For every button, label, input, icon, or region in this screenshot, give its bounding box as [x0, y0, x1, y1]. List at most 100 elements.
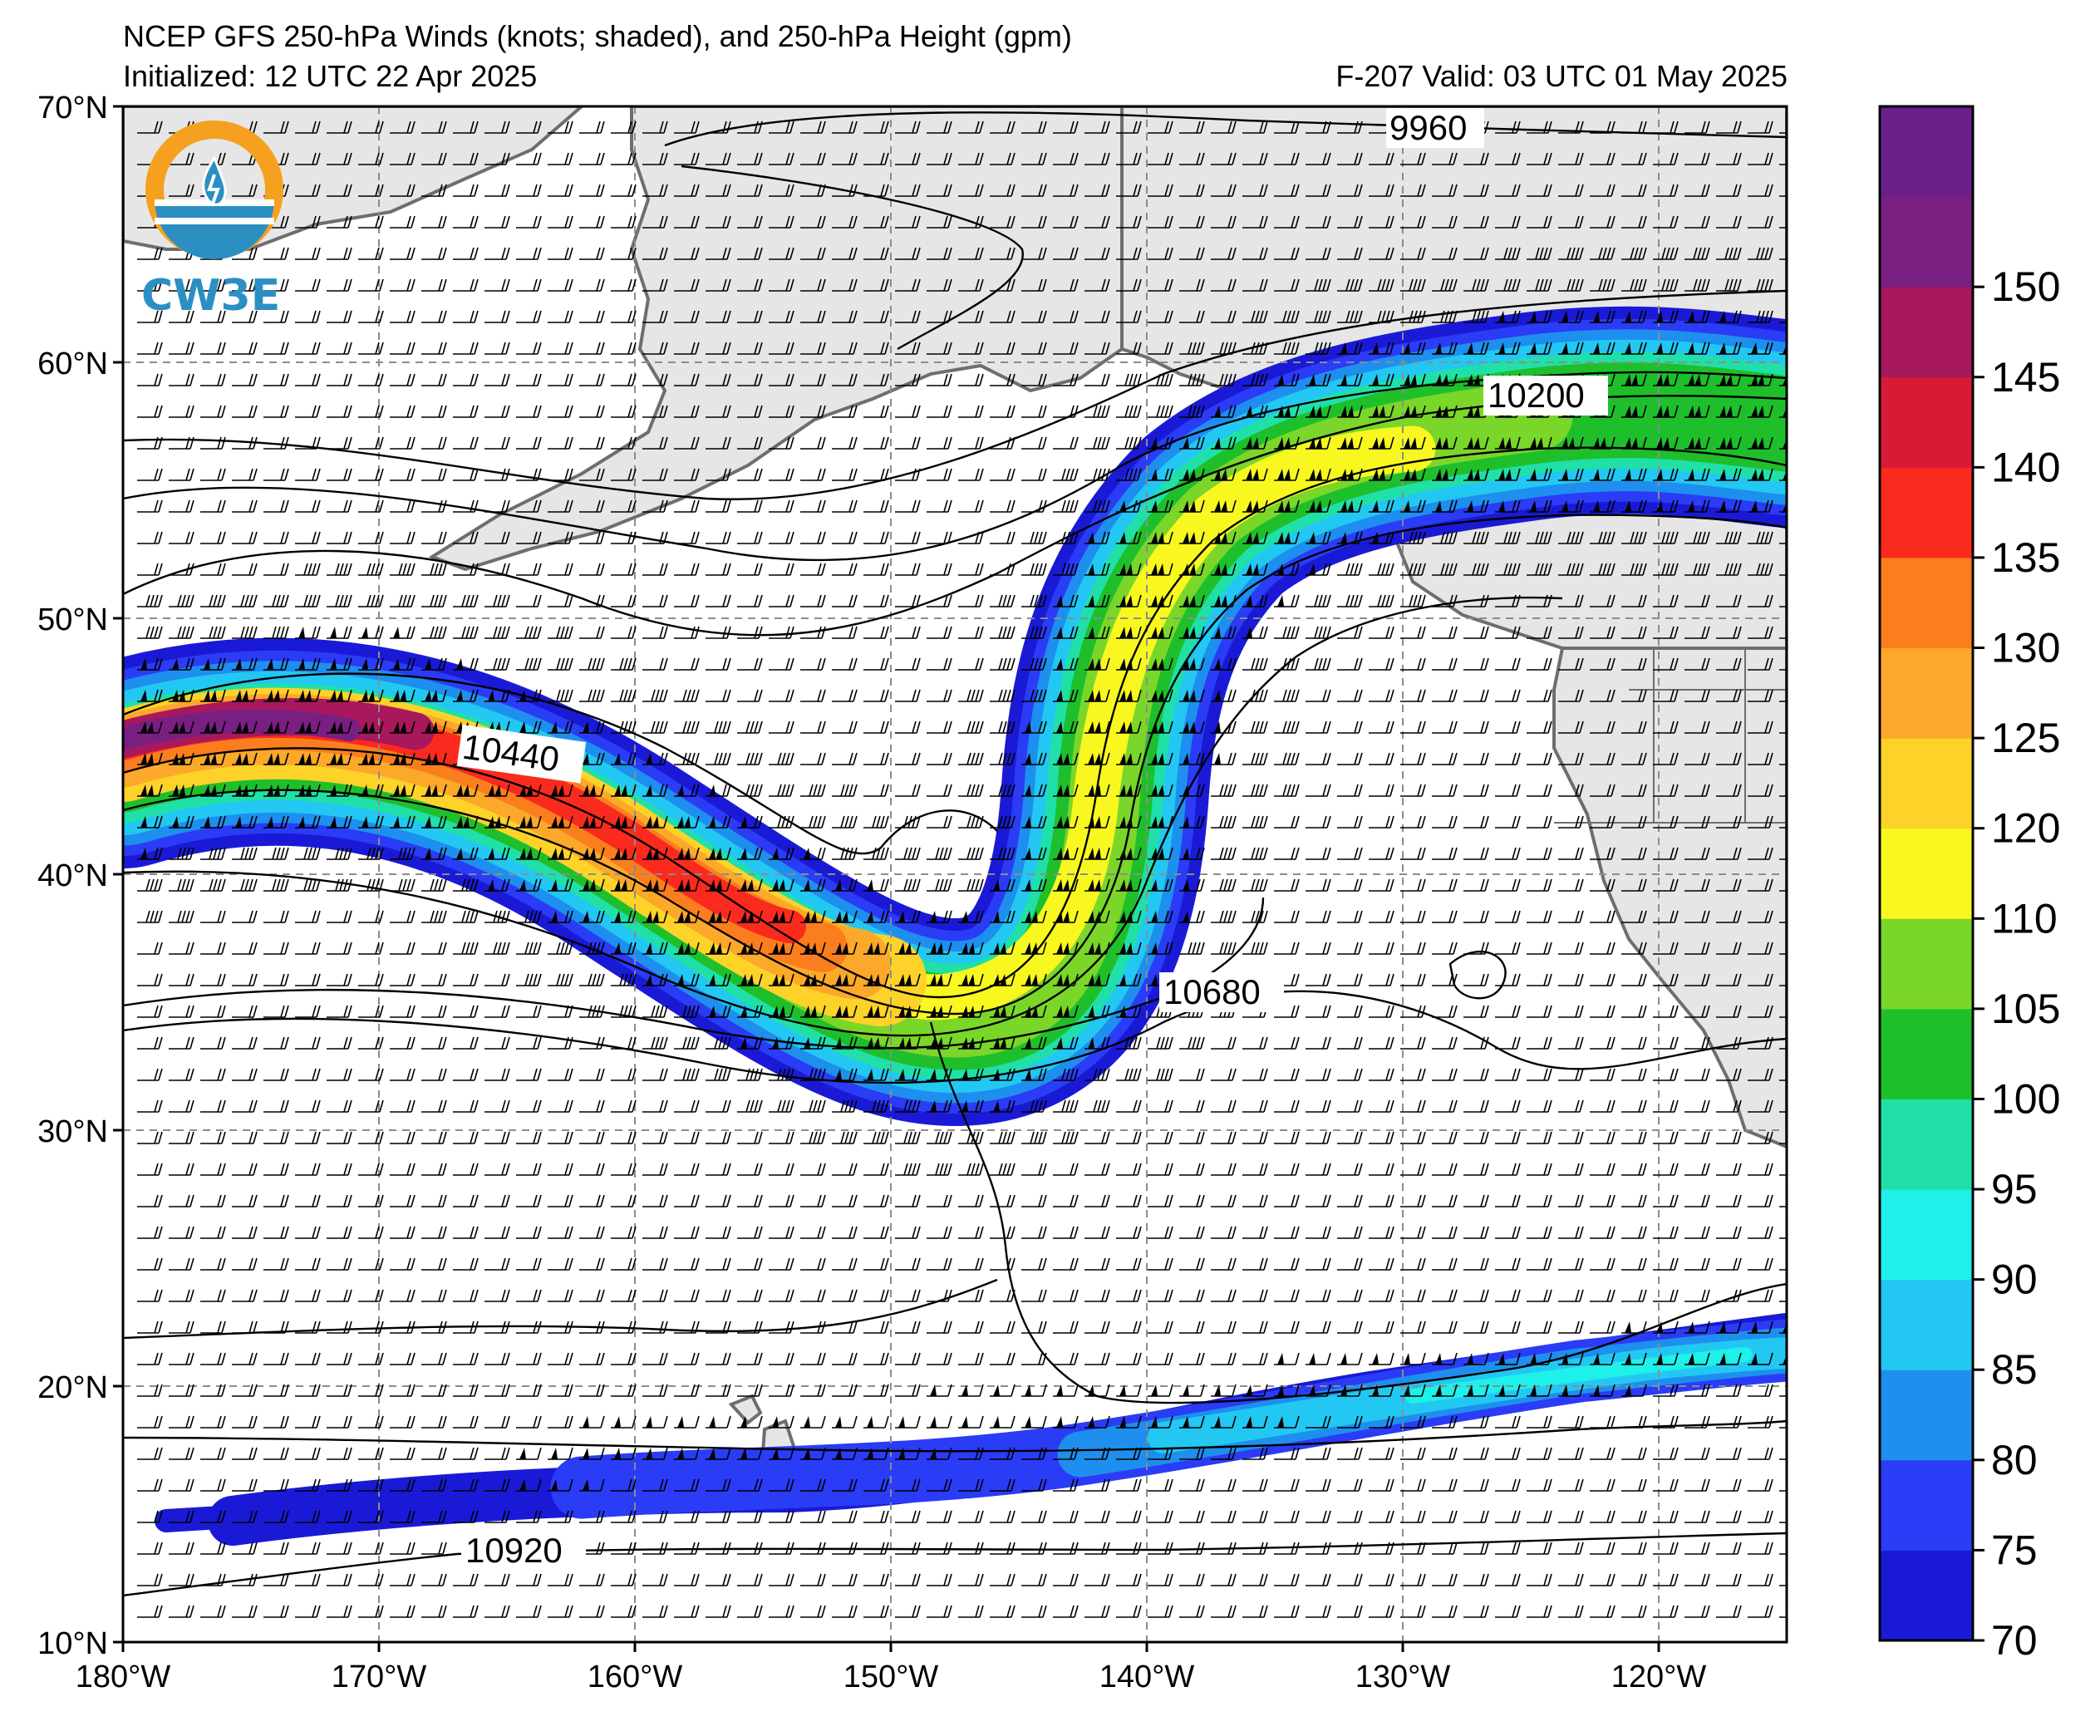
- wind-barb-flag: [1505, 437, 1512, 449]
- wind-barb-flag: [1789, 406, 1796, 417]
- wind-barb: [548, 215, 573, 229]
- wind-barb: [484, 499, 510, 513]
- wind-barb: [863, 1320, 889, 1334]
- wind-barb-flag: [551, 1479, 558, 1491]
- wind-barb: [737, 1068, 763, 1081]
- wind-barb: [1021, 1163, 1047, 1176]
- wind-barb: [137, 1131, 163, 1144]
- wind-barb-flag: [298, 658, 305, 670]
- wind-barb: [1021, 1194, 1047, 1207]
- wind-barb: [1684, 278, 1710, 292]
- wind-barb: [800, 436, 826, 450]
- wind-barb: [263, 531, 289, 544]
- wind-barb: [421, 1005, 447, 1018]
- wind-barb: [895, 784, 921, 797]
- wind-barb-flag: [1473, 406, 1480, 417]
- wind-barb-flag: [684, 848, 691, 859]
- wind-barb: [1242, 910, 1268, 923]
- wind-barb-flag: [488, 816, 494, 828]
- wind-barb: [674, 405, 700, 418]
- wind-barb: [358, 1289, 384, 1302]
- wind-barb-flag: [1435, 469, 1442, 480]
- wind-barb-flag: [1340, 500, 1347, 512]
- wind-barb: [579, 215, 605, 229]
- wind-barb: [674, 1478, 700, 1492]
- wind-barb: [927, 468, 952, 481]
- wind-barb: [1495, 1415, 1521, 1429]
- wind-barb: [737, 784, 763, 797]
- wind-barb: [169, 1605, 194, 1618]
- wind-barb: [1590, 563, 1616, 576]
- wind-barb: [958, 815, 984, 829]
- wind-barb: [358, 278, 384, 292]
- wind-barb: [1558, 1573, 1584, 1586]
- wind-barb: [1653, 1510, 1679, 1523]
- wind-barb: [1463, 973, 1489, 986]
- wind-barb: [232, 1005, 258, 1018]
- wind-barb: [1590, 184, 1616, 197]
- wind-barb-flag: [1088, 1384, 1094, 1396]
- wind-barb: [1211, 278, 1237, 292]
- wind-barb: [263, 878, 289, 892]
- wind-barb: [1053, 120, 1079, 134]
- wind-barb: [453, 531, 479, 544]
- wind-barb-flag: [709, 1416, 716, 1428]
- wind-barb: [1116, 1510, 1142, 1523]
- wind-barb-flag: [1088, 1006, 1094, 1017]
- wind-barb: [1337, 1194, 1363, 1207]
- wind-barb: [1432, 626, 1458, 639]
- wind-barb: [1179, 1289, 1205, 1302]
- wind-barb: [1432, 1478, 1458, 1492]
- wind-barb: [927, 247, 952, 260]
- wind-barb: [169, 405, 194, 418]
- wind-barb: [232, 1099, 258, 1113]
- wind-barb: [1400, 689, 1426, 702]
- wind-barb: [1527, 878, 1552, 892]
- wind-barb: [358, 1447, 384, 1460]
- wind-barb: [421, 405, 447, 418]
- wind-barb: [453, 1099, 479, 1113]
- wind-barb: [1621, 1257, 1647, 1271]
- wind-barb: [1274, 626, 1300, 639]
- wind-barb: [927, 784, 952, 797]
- wind-barb: [263, 1005, 289, 1018]
- wind-barb-flag: [1688, 342, 1694, 354]
- wind-barb: [737, 1384, 763, 1397]
- wind-barb: [895, 1320, 921, 1334]
- wind-barb-flag: [1183, 437, 1189, 449]
- wind-barb: [1211, 1320, 1237, 1334]
- wind-barb: [263, 1542, 289, 1555]
- wind-barb: [611, 626, 637, 639]
- wind-barb: [674, 1068, 700, 1081]
- wind-barb: [1653, 815, 1679, 829]
- wind-barb: [1684, 1068, 1710, 1081]
- wind-barb: [832, 1384, 858, 1397]
- wind-barb-flag: [235, 690, 242, 701]
- wind-barb-flag: [779, 974, 785, 986]
- wind-barb-flag: [583, 1448, 589, 1459]
- wind-barb-flag: [1688, 437, 1694, 449]
- wind-barb: [1653, 563, 1679, 576]
- wind-barb-flag: [305, 690, 312, 701]
- wind-barb: [137, 1099, 163, 1113]
- wind-barb-flag: [968, 1037, 975, 1049]
- wind-barb-flag: [1214, 563, 1221, 575]
- contour-c: [123, 371, 1787, 562]
- wind-barb-flag: [646, 974, 652, 986]
- wind-barb: [169, 942, 194, 955]
- wind-barb: [1084, 1257, 1110, 1271]
- wind-barb: [548, 1257, 573, 1271]
- wind-barb: [1337, 1131, 1363, 1144]
- wind-barb-flag: [1498, 311, 1505, 322]
- wind-barb: [484, 973, 510, 986]
- wind-barb: [390, 531, 416, 544]
- wind-barb: [1590, 815, 1616, 829]
- wind-barb: [232, 563, 258, 576]
- wind-barb: [1369, 1194, 1394, 1207]
- wind-barb-flag: [1063, 879, 1070, 891]
- wind-barb-flag: [614, 1416, 621, 1428]
- wind-barb: [579, 1131, 605, 1144]
- wind-barb: [1590, 1099, 1616, 1113]
- wind-barb: [1590, 1257, 1616, 1271]
- wind-barb: [1274, 1289, 1300, 1302]
